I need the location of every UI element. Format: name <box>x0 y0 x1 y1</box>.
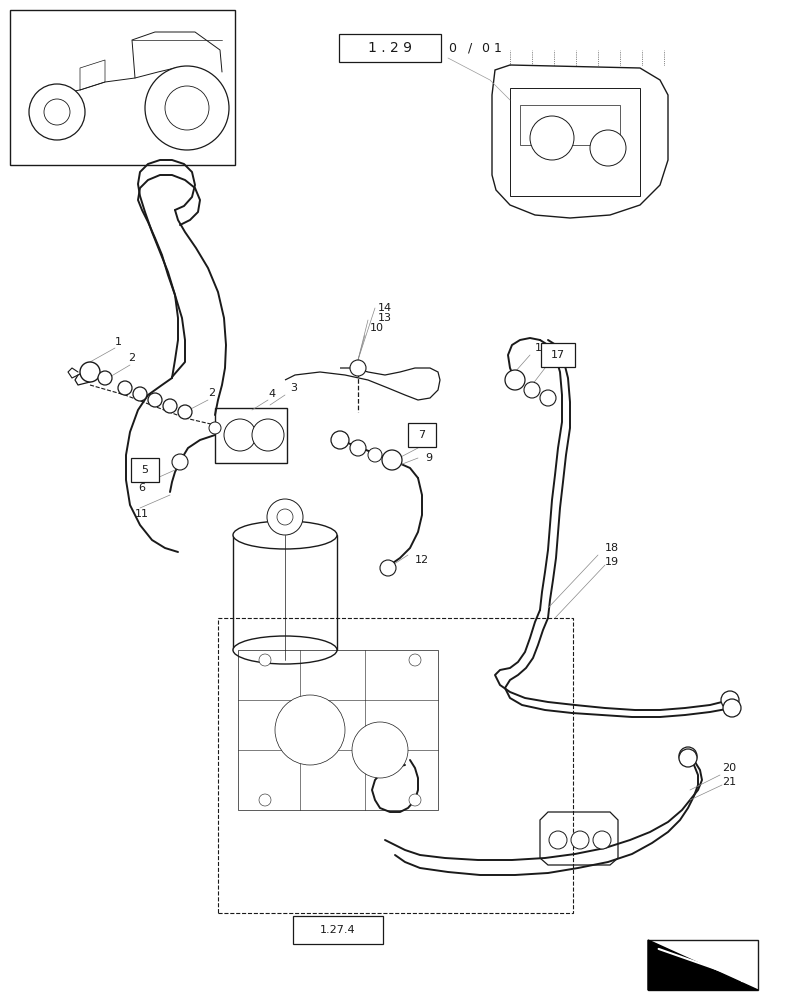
Circle shape <box>721 691 739 709</box>
Circle shape <box>209 422 221 434</box>
Circle shape <box>178 405 192 419</box>
Circle shape <box>145 66 229 150</box>
FancyBboxPatch shape <box>339 34 441 62</box>
Circle shape <box>368 448 382 462</box>
Text: 1: 1 <box>115 337 122 347</box>
Circle shape <box>679 747 697 765</box>
Circle shape <box>172 454 188 470</box>
Text: 12: 12 <box>415 555 429 565</box>
Circle shape <box>409 654 421 666</box>
Circle shape <box>352 722 408 778</box>
Circle shape <box>224 419 256 451</box>
Circle shape <box>148 393 162 407</box>
Circle shape <box>723 699 741 717</box>
Circle shape <box>118 381 132 395</box>
Text: 19: 19 <box>605 557 619 567</box>
Circle shape <box>275 695 345 765</box>
Circle shape <box>350 440 366 456</box>
Circle shape <box>593 831 611 849</box>
Bar <box>233 535 337 650</box>
Circle shape <box>267 499 303 535</box>
Circle shape <box>80 362 100 382</box>
Circle shape <box>679 749 697 767</box>
Circle shape <box>252 419 284 451</box>
Bar <box>215 408 287 463</box>
Circle shape <box>29 84 85 140</box>
Text: 17: 17 <box>551 350 565 360</box>
Text: 15: 15 <box>535 343 549 353</box>
Ellipse shape <box>233 521 337 549</box>
Bar <box>10 10 235 165</box>
Text: 7: 7 <box>419 430 426 440</box>
Circle shape <box>259 794 271 806</box>
Circle shape <box>98 371 112 385</box>
Text: 8: 8 <box>425 437 432 447</box>
Circle shape <box>571 831 589 849</box>
Bar <box>648 940 758 990</box>
Text: 16: 16 <box>545 357 559 367</box>
Text: 13: 13 <box>378 313 392 323</box>
Circle shape <box>530 116 574 160</box>
Text: 11: 11 <box>135 509 149 519</box>
Bar <box>510 88 640 196</box>
Text: 20: 20 <box>722 763 736 773</box>
Circle shape <box>505 370 525 390</box>
Circle shape <box>163 399 177 413</box>
Circle shape <box>549 831 567 849</box>
FancyBboxPatch shape <box>541 343 575 367</box>
Circle shape <box>277 509 293 525</box>
Text: 6: 6 <box>138 483 145 493</box>
FancyBboxPatch shape <box>293 916 383 944</box>
Text: 10: 10 <box>370 323 384 333</box>
Text: 1 . 2 9: 1 . 2 9 <box>368 41 412 55</box>
Bar <box>238 650 438 810</box>
FancyBboxPatch shape <box>131 458 159 482</box>
Text: 2: 2 <box>208 388 215 398</box>
Circle shape <box>380 560 396 576</box>
Circle shape <box>590 130 626 166</box>
Text: 0 1: 0 1 <box>482 41 502 54</box>
Circle shape <box>259 654 271 666</box>
Circle shape <box>409 794 421 806</box>
Text: 1.27.4: 1.27.4 <box>320 925 356 935</box>
Ellipse shape <box>233 636 337 664</box>
Circle shape <box>350 360 366 376</box>
FancyBboxPatch shape <box>408 423 436 447</box>
Text: 2: 2 <box>128 353 135 363</box>
Text: /: / <box>468 41 472 54</box>
Text: 0: 0 <box>448 41 456 54</box>
Circle shape <box>165 86 209 130</box>
Text: 3: 3 <box>290 383 297 393</box>
Circle shape <box>382 450 402 470</box>
Bar <box>520 105 620 145</box>
Text: 5: 5 <box>141 465 149 475</box>
Text: 4: 4 <box>268 389 276 399</box>
Circle shape <box>540 390 556 406</box>
Circle shape <box>44 99 70 125</box>
Circle shape <box>133 387 147 401</box>
Circle shape <box>331 431 349 449</box>
Text: 21: 21 <box>722 777 736 787</box>
Bar <box>218 618 573 913</box>
Text: 14: 14 <box>378 303 392 313</box>
Text: 18: 18 <box>605 543 619 553</box>
Polygon shape <box>648 940 758 990</box>
Circle shape <box>524 382 540 398</box>
Text: 9: 9 <box>425 453 432 463</box>
